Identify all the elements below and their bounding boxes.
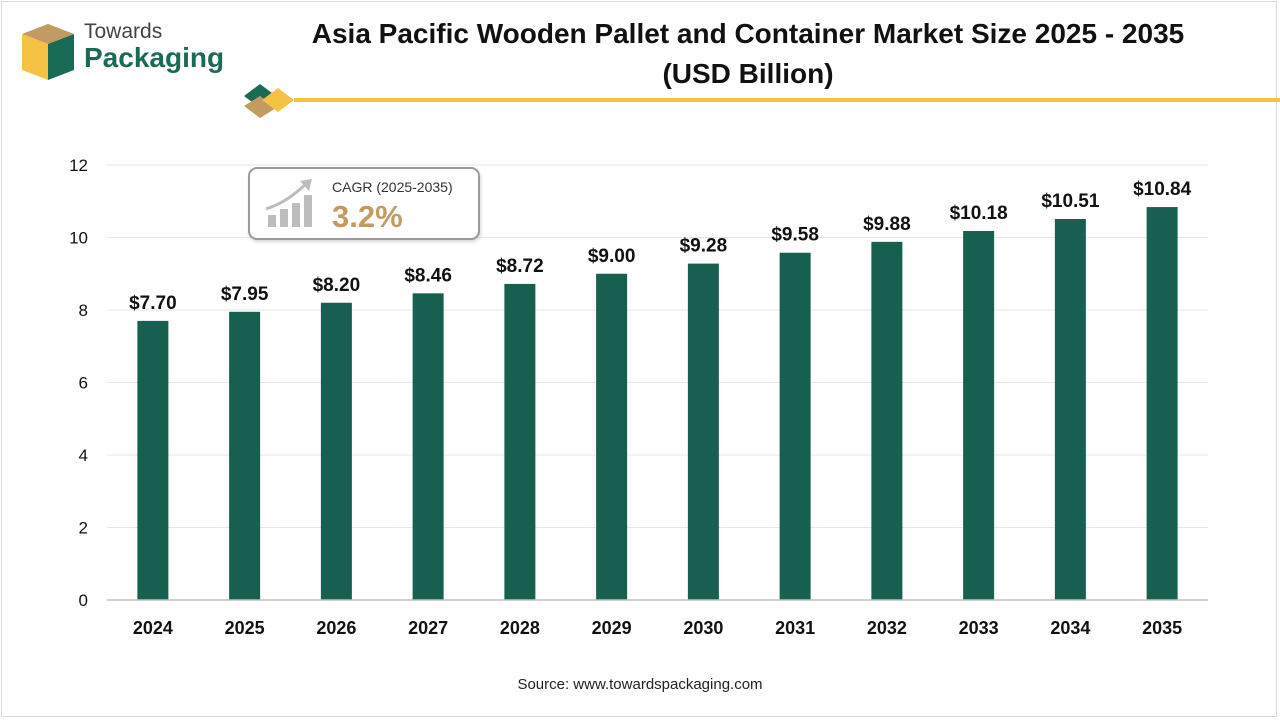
chart-title-line2: (USD Billion) xyxy=(662,58,834,89)
data-labels: $7.70 $7.95 $8.20 $8.46 $8.72 $9.00 $9.28 $9.58… xyxy=(129,179,1192,314)
data-label-2032: $9.88 xyxy=(863,214,911,235)
data-label-2028: $8.72 xyxy=(496,256,544,277)
bar-2025 xyxy=(229,311,261,600)
cagr-box: CAGR (2025-2035) 3.2% xyxy=(248,167,480,240)
bar-2028 xyxy=(504,283,536,600)
x-tick-label-2024: 2024 xyxy=(133,618,173,638)
x-tick-label-2033: 2033 xyxy=(959,618,999,638)
x-tick-label-2026: 2026 xyxy=(316,618,356,638)
data-label-2033: $10.18 xyxy=(950,203,1008,224)
data-label-2030: $9.28 xyxy=(680,236,728,257)
y-axis-ticks: 0 2 4 6 8 10 12 xyxy=(69,156,88,610)
bars xyxy=(137,207,1178,601)
bar-2035 xyxy=(1146,207,1178,601)
x-tick-label-2030: 2030 xyxy=(683,618,723,638)
divider-line xyxy=(294,98,1280,102)
divider-diamond-lower xyxy=(244,96,276,118)
growth-chart-icon xyxy=(265,179,312,227)
cagr-label: CAGR (2025-2035) xyxy=(332,179,453,195)
source-note: Source: www.towardspackaging.com xyxy=(517,676,763,693)
data-label-2029: $9.00 xyxy=(588,246,636,267)
cagr-value: 3.2% xyxy=(332,199,403,234)
x-tick-label-2034: 2034 xyxy=(1050,618,1090,638)
bar-2034 xyxy=(1054,219,1086,600)
data-label-2027: $8.46 xyxy=(404,265,452,286)
y-tick-label: 2 xyxy=(79,519,88,538)
title-divider xyxy=(244,84,1280,118)
brand-name-line2: Packaging xyxy=(84,42,225,73)
data-label-2035: $10.84 xyxy=(1133,179,1192,200)
bar-2026 xyxy=(320,302,352,600)
grid-lines xyxy=(107,164,1208,528)
bar-2027 xyxy=(412,293,444,600)
bar-2031 xyxy=(779,252,811,600)
x-tick-label-2027: 2027 xyxy=(408,618,448,638)
bar-2030 xyxy=(687,263,719,600)
data-label-2024: $7.70 xyxy=(129,293,177,314)
brand-logo: Towards Packaging xyxy=(18,18,238,86)
data-label-2025: $7.95 xyxy=(221,284,269,305)
data-label-2026: $8.20 xyxy=(313,275,361,296)
chart-title-line1: Asia Pacific Wooden Pallet and Container… xyxy=(311,18,1185,49)
bar-2033 xyxy=(963,230,995,600)
x-tick-label-2025: 2025 xyxy=(225,618,265,638)
box-logo-icon xyxy=(22,24,74,80)
x-tick-label-2032: 2032 xyxy=(867,618,907,638)
x-axis-ticks: 2024 2025 2026 2027 2028 2029 2030 2031 2032 2033… xyxy=(133,618,1182,638)
x-tick-label-2035: 2035 xyxy=(1142,618,1182,638)
bar-2032 xyxy=(871,241,903,600)
x-tick-label-2029: 2029 xyxy=(592,618,632,638)
y-tick-label: 12 xyxy=(69,156,88,175)
bar-2029 xyxy=(596,273,628,600)
x-tick-label-2031: 2031 xyxy=(775,618,815,638)
divider-diamond-right xyxy=(262,88,294,112)
y-tick-label: 10 xyxy=(69,229,88,248)
y-tick-label: 8 xyxy=(79,301,88,320)
y-tick-label: 6 xyxy=(79,374,88,393)
x-tick-label-2028: 2028 xyxy=(500,618,540,638)
data-label-2034: $10.51 xyxy=(1041,191,1100,212)
y-tick-label: 4 xyxy=(79,446,88,465)
bar-2024 xyxy=(137,320,169,600)
brand-name-line1: Towards xyxy=(84,20,163,43)
data-label-2031: $9.58 xyxy=(771,225,819,246)
chart-title: Asia Pacific Wooden Pallet and Container… xyxy=(258,14,1238,94)
y-tick-label: 0 xyxy=(79,591,88,610)
